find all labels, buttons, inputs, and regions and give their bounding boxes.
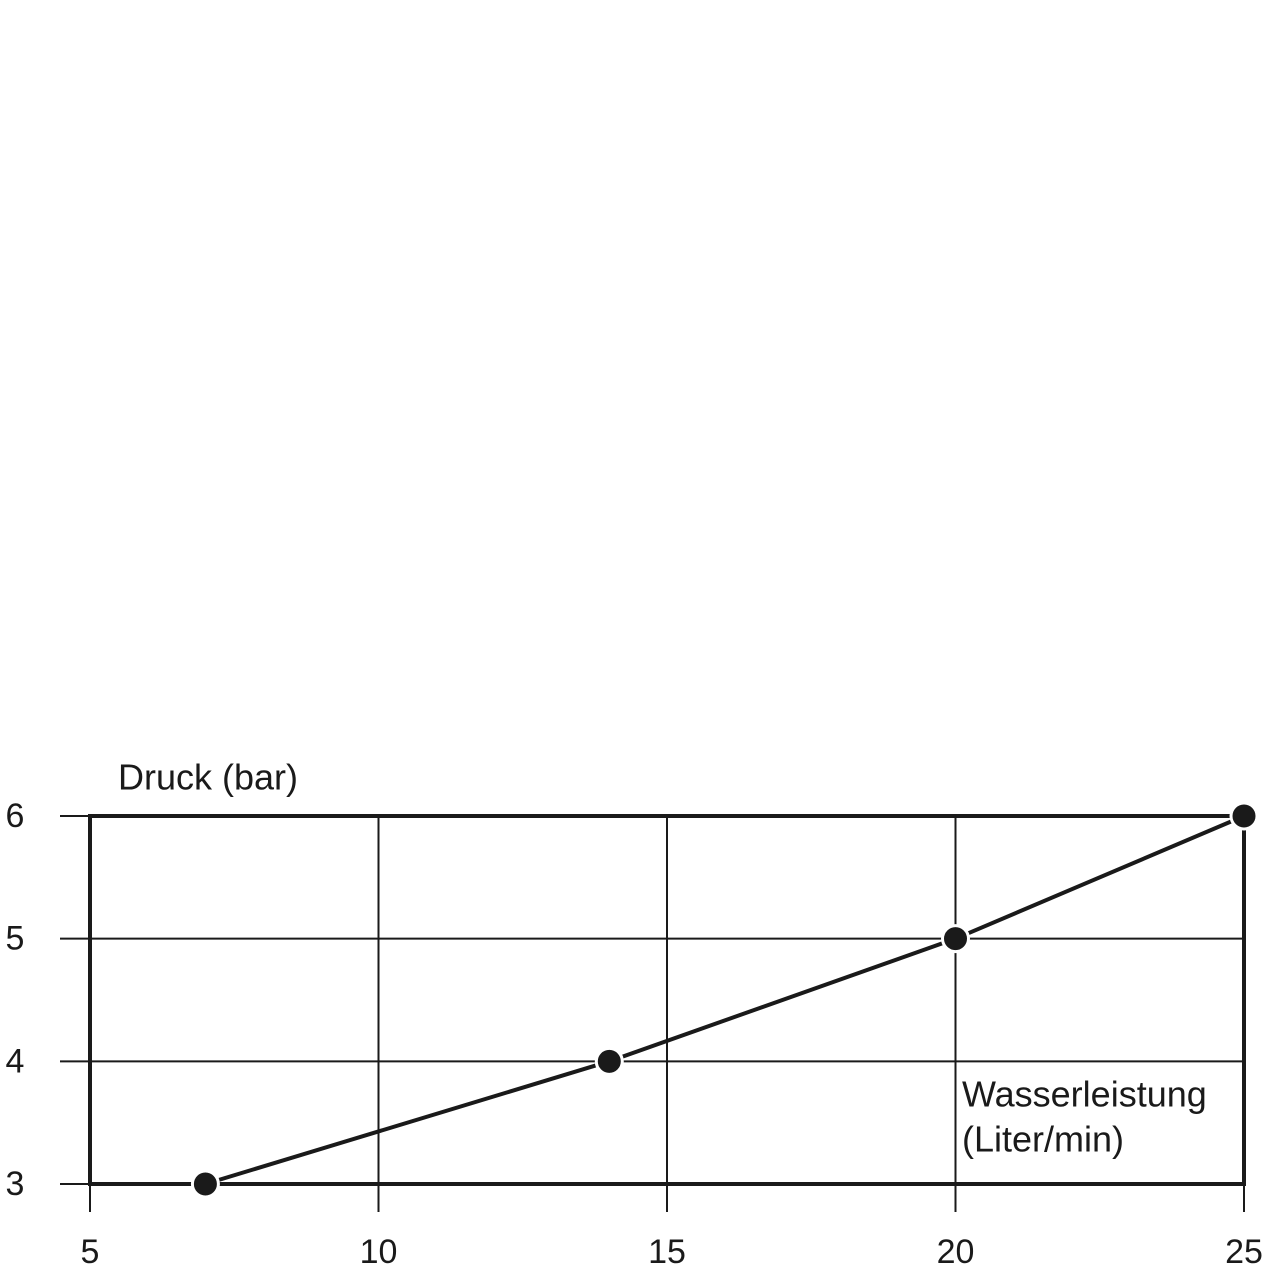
y-tick-label: 6: [6, 797, 25, 835]
x-tick-label: 5: [81, 1233, 100, 1271]
x-tick-label: 10: [360, 1233, 398, 1271]
x-tick-label: 25: [1225, 1233, 1263, 1271]
x-axis-label: Wasserleistung: [962, 1074, 1207, 1115]
y-tick-label: 5: [6, 920, 25, 958]
x-tick-label: 15: [648, 1233, 686, 1271]
y-axis-label: Druck (bar): [118, 757, 298, 798]
plot-frame: [88, 814, 1246, 1186]
point: [941, 924, 970, 954]
x-axis-label: (Liter/min): [962, 1119, 1124, 1160]
y-tick-label: 4: [6, 1042, 25, 1080]
x-tick-label: 20: [937, 1233, 975, 1271]
point: [594, 1046, 624, 1076]
point: [1229, 801, 1259, 831]
line: [204, 814, 1245, 1186]
point: [190, 1169, 220, 1199]
y-tick-label: 3: [6, 1165, 25, 1203]
